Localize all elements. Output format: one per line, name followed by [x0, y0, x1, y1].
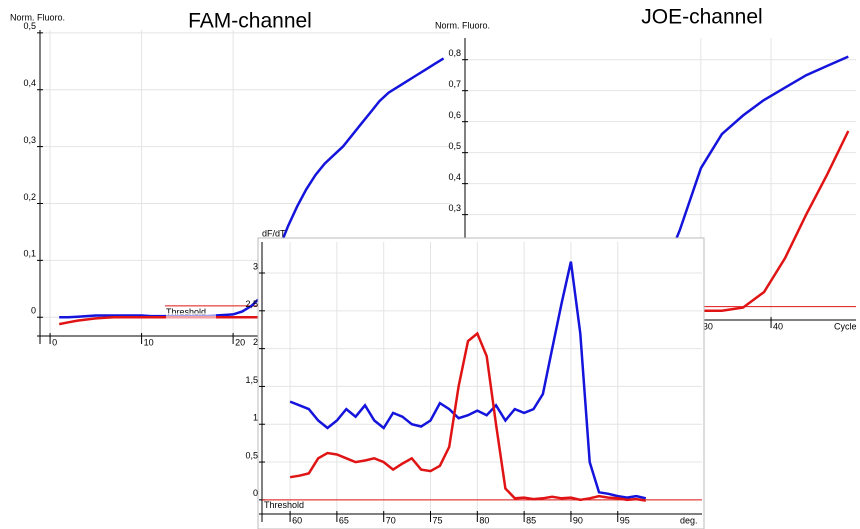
x-tick-label: 70	[386, 515, 396, 525]
panel	[257, 237, 705, 529]
y-tick-label: 0	[253, 488, 258, 498]
data-line	[59, 57, 445, 319]
chart-title: JOE-channel	[641, 6, 762, 29]
y-tick-label: 0,4	[448, 172, 461, 182]
y-axis-label: Norm. Fluoro.	[10, 12, 65, 22]
x-tick-label: 85	[526, 515, 536, 525]
x-tick-label: 10	[144, 337, 154, 347]
threshold-label: Threshold	[264, 500, 304, 510]
y-axis-label: dF/dT	[262, 228, 286, 238]
y-tick-label: 0,5	[23, 21, 36, 31]
y-tick-label: 0	[31, 306, 36, 316]
y-axis-label: Norm. Fluoro.	[435, 20, 490, 30]
x-axis-label: deg.	[680, 515, 698, 525]
x-tick-label: 95	[620, 515, 630, 525]
y-tick-label: 1	[253, 413, 258, 423]
x-tick-label: 60	[292, 515, 302, 525]
y-tick-label: 0,7	[448, 79, 461, 89]
data-line	[289, 331, 646, 502]
data-line	[289, 261, 647, 500]
chart-title: FAM-channel	[188, 10, 312, 33]
threshold-label: Threshold	[166, 307, 206, 317]
y-tick-label: 0,5	[245, 450, 258, 460]
y-tick-label: 2,5	[245, 299, 258, 309]
y-tick-label: 2	[253, 337, 258, 347]
y-tick-label: 0,4	[23, 78, 36, 88]
y-tick-label: 0,3	[448, 203, 461, 213]
y-tick-label: 0,3	[23, 135, 36, 145]
y-tick-label: 0,8	[448, 48, 461, 58]
x-axis-label: Cycle	[834, 321, 857, 331]
x-tick-label: 75	[433, 515, 443, 525]
y-tick-label: 1,5	[245, 375, 258, 385]
x-tick-label: 0	[52, 337, 57, 347]
y-tick-label: 0,1	[23, 249, 36, 259]
x-tick-label: 90	[573, 515, 583, 525]
x-tick-label: 20	[235, 337, 245, 347]
x-tick-label: 80	[479, 515, 489, 525]
x-tick-label: 65	[339, 515, 349, 525]
y-tick-label: 0,2	[23, 192, 36, 202]
x-tick-label: 40	[773, 321, 783, 331]
y-tick-label: 0,6	[448, 110, 461, 120]
x-tick-label: 30	[703, 321, 713, 331]
label-backdrop	[166, 313, 216, 323]
y-tick-label: 0,5	[448, 141, 461, 151]
data-line	[58, 315, 261, 326]
y-tick-label: 3	[253, 261, 258, 271]
